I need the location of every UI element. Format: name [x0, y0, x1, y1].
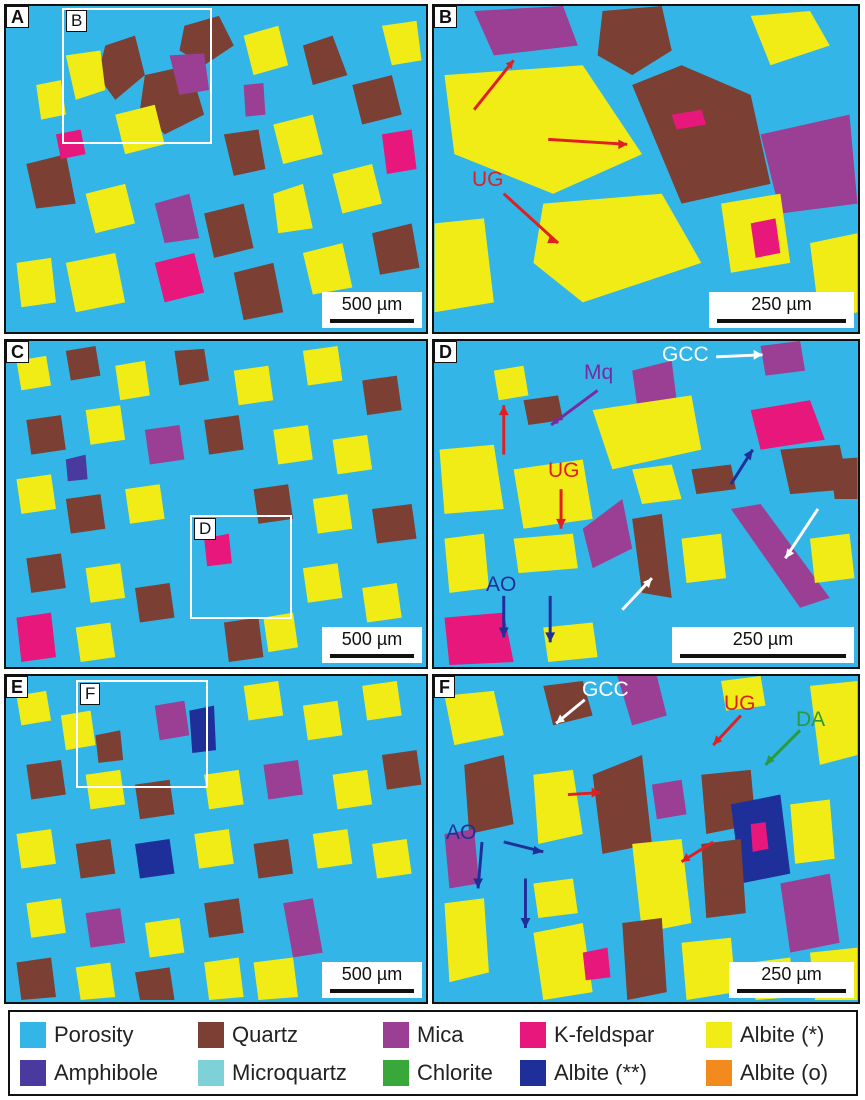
- panel-label-e: E: [6, 676, 29, 698]
- scale-bar-c: 500 µm: [322, 627, 422, 663]
- annotation-da-f: DA: [796, 708, 826, 731]
- legend-item-mica: Mica: [383, 1020, 463, 1050]
- legend-label-chlorite: Chlorite: [417, 1060, 493, 1085]
- legend-swatch-kfeldspar: [520, 1022, 546, 1048]
- inset-label-b: B: [66, 10, 88, 32]
- mineral-map-f: [444, 676, 858, 1001]
- scale-label-b: 250 µm: [751, 294, 812, 314]
- legend-item-albite-2star: Albite (**): [520, 1058, 647, 1088]
- mineral-map-c: [16, 345, 417, 663]
- legend-item-chlorite: Chlorite: [383, 1058, 493, 1088]
- scale-bar-e: 500 µm: [322, 962, 422, 998]
- panel-b: B UG 250 µm: [432, 4, 860, 334]
- scale-label-c: 500 µm: [341, 629, 403, 649]
- panel-label-c: C: [6, 341, 29, 363]
- scale-line-b: [717, 319, 846, 323]
- legend-item-porosity: Porosity: [20, 1020, 133, 1050]
- panel-d: D Mq GCC UG AO 250 µm: [432, 339, 860, 669]
- legend-item-microquartz: Microquartz: [198, 1058, 347, 1088]
- inset-label-f: F: [80, 683, 101, 705]
- annotation-mq-d: Mq: [584, 361, 614, 384]
- scale-label-f: 250 µm: [761, 964, 822, 984]
- legend-swatch-albite-2star: [520, 1060, 546, 1086]
- scale-label-e: 500 µm: [341, 964, 403, 984]
- legend-label-amphibole: Amphibole: [54, 1060, 158, 1085]
- inset-box-f: [76, 680, 208, 788]
- legend-label-mica: Mica: [417, 1022, 464, 1047]
- panel-c: C D 500 µm: [4, 339, 428, 669]
- annotation-gcc-f: GCC: [582, 678, 629, 701]
- mineral-map-d: [439, 341, 858, 666]
- scale-line-f: [737, 989, 846, 993]
- legend-item-albite-star: Albite (*): [706, 1020, 824, 1050]
- legend-item-quartz: Quartz: [198, 1020, 298, 1050]
- scale-bar-b: 250 µm: [709, 292, 854, 328]
- annotation-gcc-d: GCC: [662, 343, 709, 366]
- panel-label-a: A: [6, 6, 29, 28]
- legend-item-amphibole: Amphibole: [20, 1058, 158, 1088]
- panel-e: E F 500 µm: [4, 674, 428, 1004]
- legend-label-albite-star: Albite (*): [740, 1022, 825, 1047]
- scale-bar-d: 250 µm: [672, 627, 854, 663]
- annotation-ug-f: UG: [724, 692, 756, 715]
- annotation-ao-d: AO: [486, 573, 517, 596]
- inset-box-d: [190, 515, 292, 619]
- legend-label-quartz: Quartz: [232, 1022, 299, 1047]
- scale-line-a: [330, 319, 414, 323]
- panel-f: F GCC UG DA AO 250 µm: [432, 674, 860, 1004]
- scale-line-c: [330, 654, 414, 658]
- panel-label-b: B: [434, 6, 457, 28]
- legend-label-kfeldspar: K-feldspar: [554, 1022, 655, 1047]
- mineral-legend: Porosity Quartz Mica K-feldspar Albite (…: [8, 1010, 858, 1096]
- scale-bar-a: 500 µm: [322, 292, 422, 328]
- legend-item-albite-o: Albite (o): [706, 1058, 828, 1088]
- legend-label-albite-2star: Albite (**): [554, 1060, 647, 1085]
- legend-swatch-quartz: [198, 1022, 224, 1048]
- scale-line-d: [680, 654, 846, 658]
- annotation-ug-b: UG: [472, 168, 504, 191]
- scale-label-d: 250 µm: [732, 629, 794, 649]
- panel-label-d: D: [434, 341, 457, 363]
- legend-label-microquartz: Microquartz: [232, 1060, 347, 1085]
- inset-box-b: [62, 8, 212, 144]
- panel-a: A B 500 µm: [4, 4, 428, 334]
- legend-swatch-amphibole: [20, 1060, 46, 1086]
- legend-swatch-albite-star: [706, 1022, 732, 1048]
- legend-swatch-microquartz: [198, 1060, 224, 1086]
- panel-label-f: F: [434, 676, 455, 698]
- scale-line-e: [330, 989, 414, 993]
- legend-swatch-mica: [383, 1022, 409, 1048]
- legend-label-albite-o: Albite (o): [740, 1060, 829, 1085]
- scale-label-a: 500 µm: [341, 294, 403, 314]
- scale-bar-f: 250 µm: [729, 962, 854, 998]
- legend-swatch-albite-o: [706, 1060, 732, 1086]
- mineral-map-a: [16, 15, 422, 321]
- annotation-ug-d: UG: [548, 459, 580, 482]
- legend-swatch-chlorite: [383, 1060, 409, 1086]
- legend-label-porosity: Porosity: [54, 1022, 134, 1047]
- legend-item-kfeldspar: K-feldspar: [520, 1020, 654, 1050]
- inset-label-d: D: [194, 518, 217, 540]
- mineral-map-e: [16, 680, 422, 1001]
- annotation-ao-f: AO: [446, 821, 477, 844]
- legend-swatch-porosity: [20, 1022, 46, 1048]
